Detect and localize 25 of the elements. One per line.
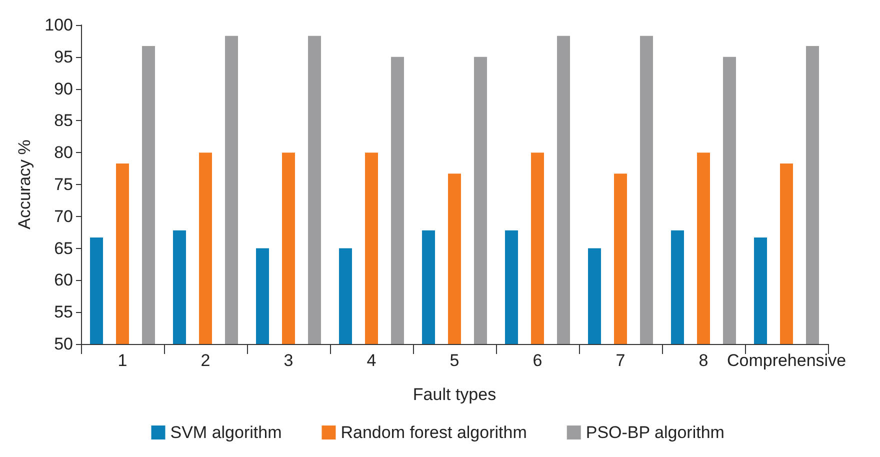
y-tick-label: 55: [54, 302, 73, 322]
y-tick-label: 100: [44, 16, 73, 34]
legend-label: PSO-BP algorithm: [586, 423, 724, 442]
y-tick-label: 85: [54, 111, 73, 130]
legend-label: Random forest algorithm: [340, 423, 527, 442]
x-tick-label: 7: [616, 351, 626, 370]
y-axis-title: Accuracy %: [15, 140, 34, 230]
y-tick-label: 70: [54, 206, 73, 226]
x-tick-label: 5: [450, 351, 460, 370]
y-tick-label: 90: [54, 79, 73, 98]
y-tick-label: 50: [54, 334, 73, 354]
y-tick-label: 65: [54, 238, 73, 258]
x-tick-label: 8: [698, 351, 708, 370]
x-tick-label: 6: [532, 351, 542, 370]
x-tick-label: 3: [284, 351, 294, 370]
y-tick-label: 75: [54, 175, 73, 194]
x-tick-label: 4: [366, 351, 376, 370]
x-tick-label: 2: [200, 351, 210, 370]
x-axis-title: Fault types: [412, 385, 496, 404]
y-tick-label: 60: [54, 270, 73, 290]
y-tick-label: 95: [54, 47, 73, 66]
legend-label: SVM algorithm: [170, 423, 282, 442]
y-tick-label: 80: [54, 143, 73, 162]
x-tick-label: 1: [118, 351, 128, 370]
x-tick-label: Comprehensive: [726, 351, 846, 370]
